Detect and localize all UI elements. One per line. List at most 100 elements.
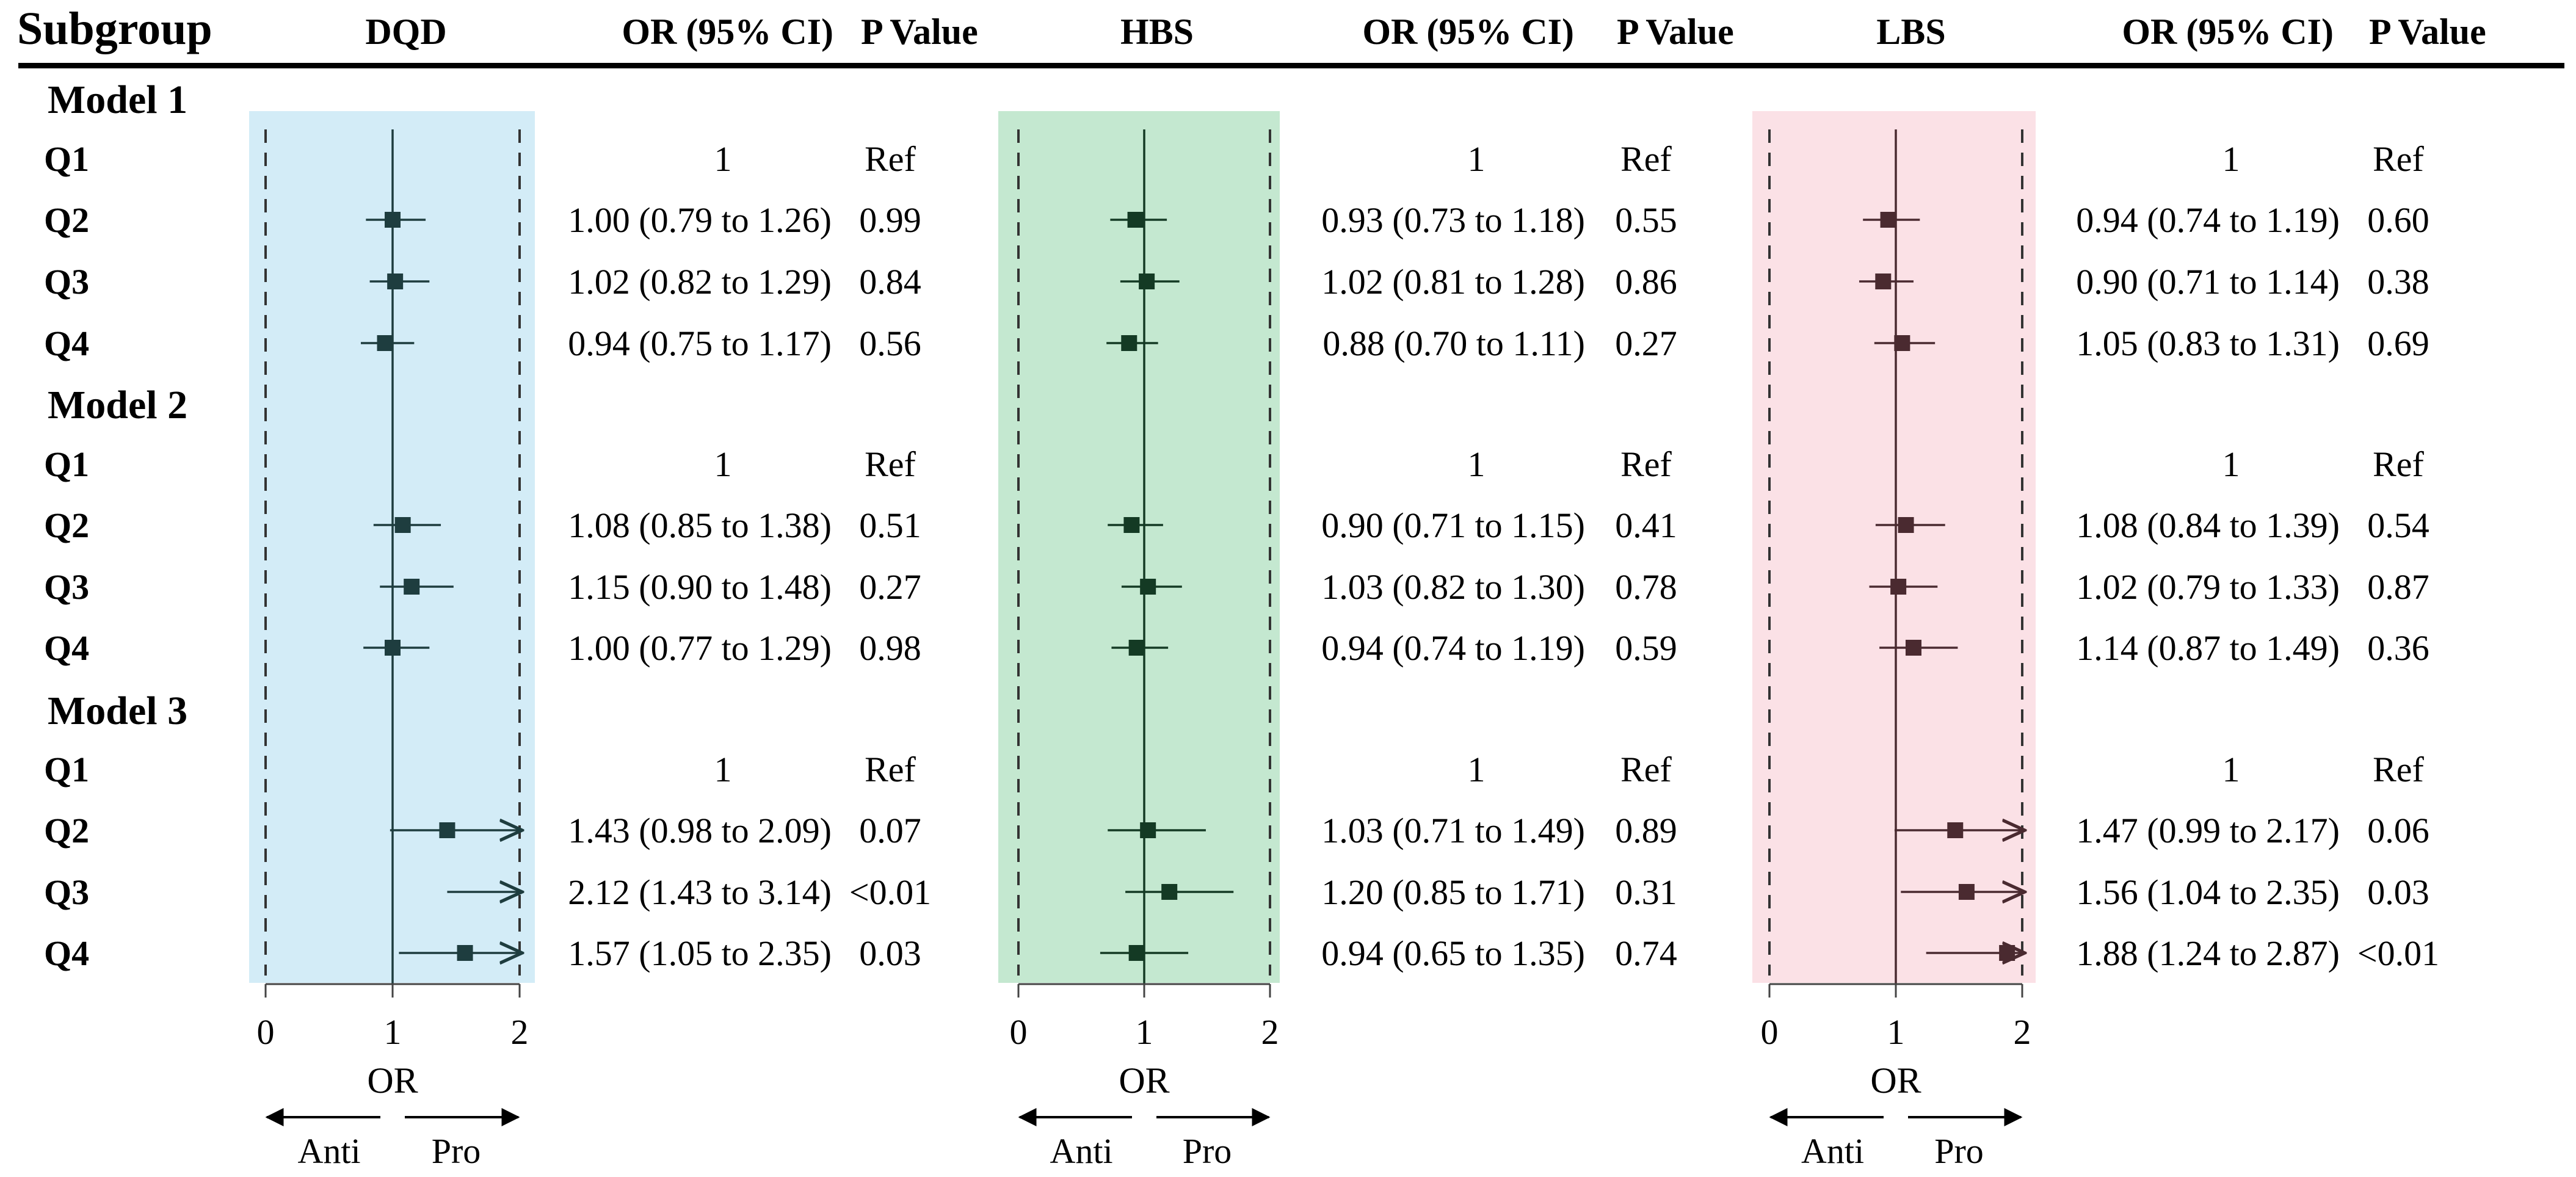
lbs-point-estimate (1905, 640, 1921, 656)
lbs-x-tick-label: 2 (2014, 1012, 2031, 1052)
header-row: Subgroup DQD OR (95% CI) P Value HBS OR … (17, 3, 2564, 68)
plot-area: Model 1 Q1 Q2 Q3 Q4 Model 2 Q1 Q2 Q3 Q4 Model 3 Q1 Q… (44, 78, 2439, 1171)
dqd-p-value: 0.56 (859, 324, 921, 363)
lbs-or-value: 1.14 (0.87 to 1.49) (2076, 628, 2340, 668)
hbs-point-estimate (1128, 945, 1145, 961)
hbs-or-value: 1.02 (0.81 to 1.28) (1321, 262, 1585, 302)
lbs-or-value: 1.02 (0.79 to 1.33) (2076, 567, 2340, 607)
subgroup-label: Q1 (44, 444, 89, 484)
hbs-p-value: 0.55 (1615, 200, 1677, 240)
lbs-point-estimate (1958, 884, 1975, 900)
lbs-point-estimate (1880, 212, 1896, 228)
subgroup-label: Q4 (44, 324, 89, 363)
dqd-or-value: 1.00 (0.77 to 1.29) (568, 628, 832, 668)
lbs-p-value: 0.60 (2367, 200, 2429, 240)
subgroup-label: Q3 (44, 567, 89, 607)
dqd-or-value: 1.00 (0.79 to 1.26) (568, 200, 832, 240)
dqd-x-tick-label: 1 (384, 1012, 402, 1052)
dqd-point-estimate (394, 517, 411, 533)
lbs-p-value: 0.38 (2367, 262, 2429, 302)
lbs-point-estimate (1999, 945, 2015, 961)
hbs-p-header: P Value (1617, 12, 1734, 52)
subgroup-label: Q1 (44, 139, 89, 179)
lbs-p-value: Ref (2373, 139, 2424, 179)
dqd-point-estimate (387, 273, 404, 289)
hbs-p-value: 0.41 (1615, 505, 1677, 545)
subgroup-label: Q1 (44, 750, 89, 789)
dqd-point-estimate (457, 945, 473, 961)
subgroup-label: Q3 (44, 872, 89, 912)
dqd-point-estimate (404, 579, 420, 595)
lbs-or-value: 1.05 (0.83 to 1.31) (2076, 324, 2340, 363)
dqd-point-estimate (385, 640, 401, 656)
dqd-p-value: 0.27 (859, 567, 921, 607)
model-label: Model 1 (48, 78, 187, 122)
hbs-p-value: 0.89 (1615, 811, 1677, 850)
hbs-or-value: 1 (1468, 139, 1486, 179)
lbs-p-value: Ref (2373, 750, 2424, 789)
dqd-or-value: 1.43 (0.98 to 2.09) (568, 811, 832, 850)
dqd-or-value: 2.12 (1.43 to 3.14) (568, 872, 832, 912)
dqd-or-value: 1 (714, 139, 732, 179)
header-rule (18, 63, 2564, 68)
dqd-or-value: 1 (714, 444, 732, 484)
lbs-or-value: 1 (2222, 444, 2240, 484)
subgroup-label: Q3 (44, 262, 89, 302)
lbs-or-value: 0.94 (0.74 to 1.19) (2076, 200, 2340, 240)
hbs-p-value: 0.74 (1615, 933, 1677, 973)
lbs-p-value: 0.87 (2367, 567, 2429, 607)
hbs-point-estimate (1123, 517, 1140, 533)
hbs-p-value: 0.86 (1615, 262, 1677, 302)
hbs-or-value: 0.93 (0.73 to 1.18) (1321, 200, 1585, 240)
dqd-or-value: 1.02 (0.82 to 1.29) (568, 262, 832, 302)
subgroup-header: Subgroup (17, 3, 212, 54)
lbs-x-tick-label: 1 (1887, 1012, 1905, 1052)
dqd-p-header: P Value (861, 12, 978, 52)
hbs-point-estimate (1140, 822, 1156, 838)
lbs-p-header: P Value (2369, 12, 2486, 52)
dqd-point-estimate (377, 335, 393, 351)
hbs-or-value: 1.03 (0.82 to 1.30) (1321, 567, 1585, 607)
lbs-point-estimate (1947, 822, 1964, 838)
dqd-p-value: 0.07 (859, 811, 921, 850)
hbs-point-estimate (1127, 212, 1144, 228)
lbs-p-value: 0.54 (2367, 505, 2429, 545)
dqd-anti-label: Anti (297, 1131, 360, 1171)
subgroup-label: Q4 (44, 628, 89, 668)
lbs-or-value: 1.08 (0.84 to 1.39) (2076, 505, 2340, 545)
lbs-or-value: 1 (2222, 139, 2240, 179)
hbs-point-estimate (1121, 335, 1137, 351)
hbs-p-value: 0.27 (1615, 324, 1677, 363)
model-label: Model 2 (48, 383, 187, 427)
lbs-or-value: 0.90 (0.71 to 1.14) (2076, 262, 2340, 302)
lbs-point-estimate (1898, 517, 1914, 533)
lbs-p-value: 0.36 (2367, 628, 2429, 668)
lbs-or-value: 1.56 (1.04 to 2.35) (2076, 872, 2340, 912)
dqd-or-value: 0.94 (0.75 to 1.17) (568, 324, 832, 363)
hbs-or-value: 1.20 (0.85 to 1.71) (1321, 872, 1585, 912)
dqd-pro-label: Pro (432, 1131, 481, 1171)
hbs-or-value: 1.03 (0.71 to 1.49) (1321, 811, 1585, 850)
hbs-or-value: 0.90 (0.71 to 1.15) (1321, 505, 1585, 545)
hbs-point-estimate (1128, 640, 1145, 656)
hbs-x-axis-label: OR (1119, 1060, 1169, 1101)
dqd-header: DQD (365, 12, 446, 52)
lbs-or-header: OR (95% CI) (2122, 12, 2334, 52)
dqd-or-value: 1.08 (0.85 to 1.38) (568, 505, 832, 545)
subgroup-label: Q2 (44, 811, 89, 850)
lbs-p-value: 0.06 (2367, 811, 2429, 850)
lbs-p-value: Ref (2373, 444, 2424, 484)
lbs-point-estimate (1894, 335, 1910, 351)
dqd-p-value: 0.51 (859, 505, 921, 545)
hbs-or-value: 0.94 (0.65 to 1.35) (1321, 933, 1585, 973)
hbs-or-value: 0.88 (0.70 to 1.11) (1322, 324, 1585, 363)
hbs-point-estimate (1140, 579, 1156, 595)
lbs-point-estimate (1890, 579, 1907, 595)
hbs-or-value: 1 (1468, 444, 1486, 484)
lbs-or-value: 1.88 (1.24 to 2.87) (2076, 933, 2340, 973)
lbs-or-value: 1 (2222, 750, 2240, 789)
hbs-or-value: 1 (1468, 750, 1486, 789)
hbs-anti-label: Anti (1050, 1131, 1112, 1171)
dqd-p-value: Ref (865, 750, 916, 789)
